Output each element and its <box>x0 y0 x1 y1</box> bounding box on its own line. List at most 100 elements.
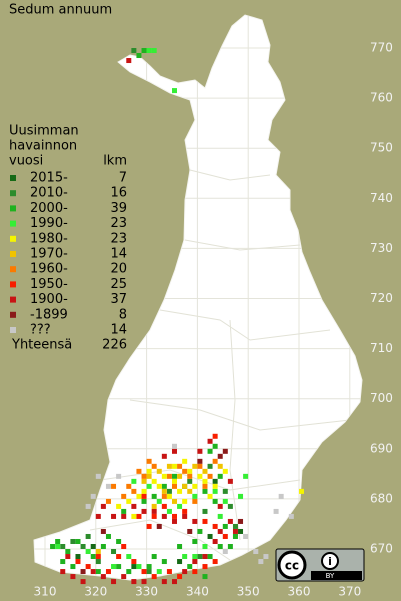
observation-square <box>95 554 101 560</box>
observation-square <box>192 554 198 560</box>
observation-square <box>90 569 96 575</box>
observation-square <box>50 544 56 549</box>
observation-square <box>100 544 106 549</box>
observation-square <box>80 579 86 585</box>
observation-square <box>212 498 218 504</box>
observation-square <box>197 473 203 479</box>
observation-square <box>70 574 76 580</box>
by-icon-text: i <box>328 555 332 568</box>
region-borders <box>89 169 351 561</box>
legend-label: 1970- <box>30 247 68 262</box>
legend-swatch <box>10 311 16 318</box>
observation-square <box>192 493 198 499</box>
license-badge: cc i BY <box>275 548 365 582</box>
observation-square <box>197 528 203 534</box>
observation-square <box>172 579 177 585</box>
observation-square <box>232 533 238 539</box>
observation-square <box>202 574 208 580</box>
observation-square <box>227 544 233 549</box>
observation-square <box>161 483 167 489</box>
observation-square <box>166 569 172 575</box>
observation-square <box>156 468 162 474</box>
observation-square <box>131 579 137 585</box>
observation-square <box>202 478 208 484</box>
y-tick-label: 710 <box>370 341 393 355</box>
observation-square <box>238 493 244 499</box>
observation-square <box>202 468 208 474</box>
observation-square <box>222 533 228 539</box>
observation-square <box>141 498 147 504</box>
observation-square <box>141 48 147 54</box>
observation-square <box>278 493 284 499</box>
observation-square <box>116 503 122 509</box>
y-tick-label: 730 <box>370 241 393 255</box>
legend-label: ??? <box>30 323 51 338</box>
legend-heading: Uusimman <box>9 124 79 139</box>
observation-square <box>273 508 279 514</box>
legend-count: 25 <box>110 277 127 292</box>
legend-count-heading: lkm <box>103 154 127 169</box>
observation-square <box>177 544 183 549</box>
observation-square <box>156 523 162 529</box>
observation-square <box>166 493 172 499</box>
x-tick-label: 350 <box>237 585 260 599</box>
legend-count: 23 <box>110 216 127 231</box>
observation-square <box>146 523 152 529</box>
observation-square <box>131 564 137 570</box>
observation-square <box>243 533 249 539</box>
observation-square <box>253 549 259 555</box>
y-tick-label: 670 <box>370 542 393 556</box>
observation-square <box>197 463 203 469</box>
observation-square <box>172 448 177 454</box>
observation-square <box>90 544 96 549</box>
observation-square <box>207 533 213 539</box>
legend-swatch <box>10 281 16 288</box>
observation-square <box>212 433 218 439</box>
observation-square <box>243 473 249 479</box>
observation-square <box>207 448 213 454</box>
observation-square <box>217 528 223 534</box>
observation-square <box>212 523 218 529</box>
observation-square <box>182 498 188 504</box>
observation-square <box>192 559 198 565</box>
observation-square <box>95 513 101 519</box>
observation-square <box>156 483 162 489</box>
observation-square <box>182 569 188 575</box>
legend-swatch <box>10 205 16 212</box>
observation-square <box>146 564 152 570</box>
legend-count: 8 <box>119 307 127 322</box>
observation-square <box>80 544 86 549</box>
observation-square <box>146 569 152 575</box>
x-tick-label: 330 <box>135 585 158 599</box>
observation-square <box>202 508 208 514</box>
badge-strip <box>311 571 362 580</box>
observation-square <box>126 483 132 489</box>
observation-square <box>166 488 172 494</box>
observation-square <box>90 554 96 560</box>
observation-square <box>192 483 198 489</box>
observation-square <box>151 503 157 509</box>
observation-square <box>212 483 218 489</box>
observation-square <box>172 443 177 449</box>
observation-square <box>161 503 167 509</box>
observation-square <box>207 463 213 469</box>
observation-square <box>182 554 188 560</box>
observation-square <box>111 513 117 519</box>
legend-swatch <box>10 251 16 257</box>
observation-square <box>232 528 238 534</box>
observation-square <box>80 569 86 575</box>
observation-square <box>258 559 264 565</box>
observation-square <box>222 498 228 504</box>
observation-square <box>161 493 167 499</box>
cc-icon <box>277 550 307 580</box>
y-tick-label: 750 <box>370 141 393 155</box>
legend-count: 39 <box>110 201 127 216</box>
observation-square <box>95 549 101 555</box>
observation-square <box>116 538 122 544</box>
observation-square <box>151 463 157 469</box>
legend-count: 37 <box>110 292 127 307</box>
observation-square <box>187 488 193 494</box>
legend-label: 2015- <box>30 171 68 186</box>
legend-swatch <box>10 175 16 181</box>
